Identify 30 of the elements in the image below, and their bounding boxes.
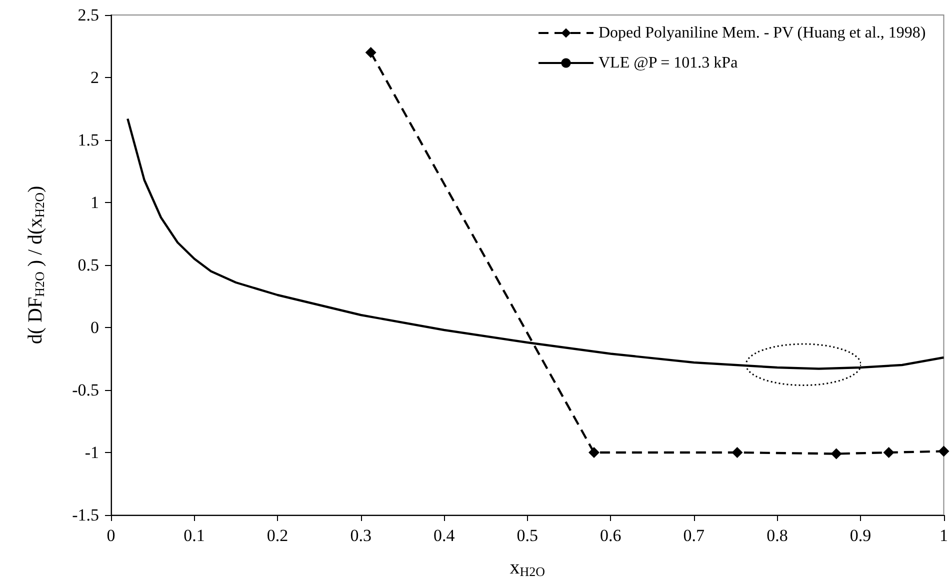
x-tick-label: 0.3 <box>350 526 372 545</box>
y-tick-label: -1.5 <box>72 506 99 524</box>
x-tick-label: 0 <box>106 526 116 545</box>
y-tick-label: -0.5 <box>72 380 99 400</box>
point <box>883 447 894 458</box>
point <box>732 447 743 458</box>
y-tick-label: 1 <box>90 193 99 212</box>
y-tick-label: -1 <box>84 443 99 462</box>
x-tick-label: 0.1 <box>184 526 205 545</box>
point <box>830 448 842 460</box>
y-tick-label: 2.5 <box>78 6 99 24</box>
y-tick-label: 0.5 <box>78 256 99 274</box>
x-axis-title: xH2O <box>510 556 546 579</box>
point <box>938 446 950 457</box>
x-tick-label: 0.4 <box>433 526 456 545</box>
y-axis-title: d( DFH2O ) / d(xH2O) <box>24 186 47 344</box>
x-tick-label: 0.7 <box>683 526 706 545</box>
x-tick-label: 0.9 <box>850 526 872 545</box>
x-tick-label: 0.6 <box>600 526 622 545</box>
point <box>588 447 600 458</box>
y-tick-label: 2 <box>90 68 99 87</box>
y-tick-label: 0 <box>90 318 99 337</box>
x-tick-label: 0.5 <box>516 526 538 545</box>
legend-label: VLE @P = 101.3 kPa <box>598 54 738 72</box>
point <box>365 47 376 58</box>
x-tick-label: 0.8 <box>766 526 788 545</box>
legend-label: Doped Polyaniline Mem. - PV (Huang et al., 1998) <box>598 24 926 42</box>
y-tick-label: 1.5 <box>78 130 99 150</box>
x-tick-label: 0.2 <box>266 526 288 545</box>
x-tick-label: 1 <box>940 526 948 545</box>
